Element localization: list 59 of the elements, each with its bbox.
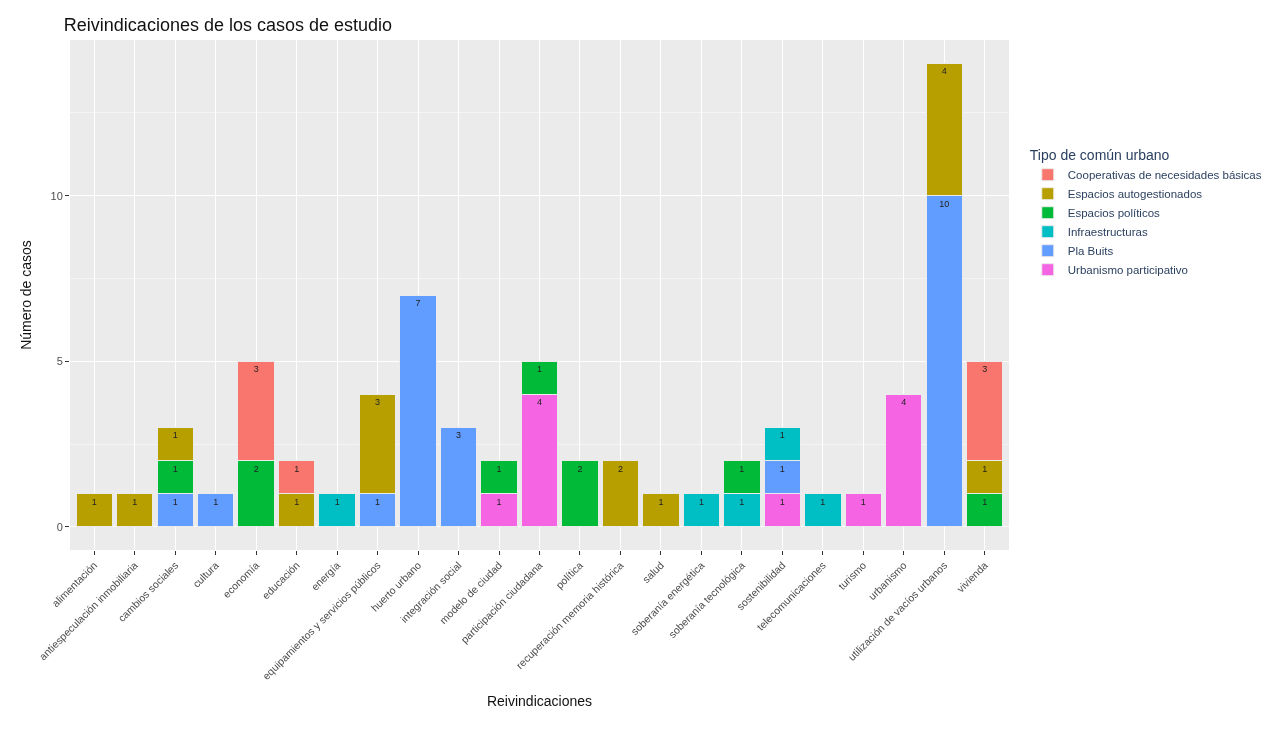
bar	[196, 493, 235, 528]
data-label: 1	[860, 496, 866, 507]
chart-title: Reivindicaciones de los casos de estudio	[63, 15, 393, 36]
bar	[318, 493, 356, 528]
legend-label: Cooperativas de necesidades básicas	[1067, 169, 1262, 182]
data-label: 2	[253, 463, 259, 474]
data-label: 1	[294, 463, 300, 474]
bar	[116, 493, 154, 528]
data-label: 2	[577, 463, 583, 474]
data-label: 1	[658, 496, 664, 507]
data-label: 3	[456, 430, 462, 441]
data-label: 1	[375, 496, 381, 507]
data-label: 1	[779, 463, 785, 474]
data-label: 1	[982, 496, 988, 507]
data-label: 7	[415, 298, 421, 308]
y-tick-label: 10	[50, 189, 63, 202]
y-axis-title: Número de casos	[18, 240, 35, 350]
bar	[804, 493, 842, 528]
bar	[844, 493, 883, 528]
data-label: 1	[213, 496, 219, 507]
data-label: 3	[982, 364, 988, 375]
bar	[642, 493, 680, 528]
data-label: 10	[939, 198, 950, 209]
data-label: 3	[253, 364, 259, 375]
legend-label: Espacios políticos	[1067, 207, 1161, 220]
data-label: 1	[779, 496, 785, 507]
legend-label: Pla Buits	[1067, 245, 1114, 258]
legend-label: Espacios autogestionados	[1067, 188, 1203, 201]
data-label: 4	[536, 397, 543, 408]
bar	[682, 493, 721, 528]
data-label: 1	[496, 496, 502, 507]
legend-title: Tipo de común urbano	[1029, 147, 1170, 164]
data-label: 1	[172, 430, 178, 441]
data-label: 3	[375, 397, 381, 408]
data-label: 4	[901, 397, 907, 408]
data-label: 1	[982, 463, 988, 474]
data-label: 1	[698, 496, 704, 507]
data-label: 1	[536, 364, 543, 375]
legend-label: Infraestructuras	[1067, 226, 1148, 239]
data-label: 1	[91, 496, 97, 507]
data-label: 1	[334, 496, 340, 507]
data-label: 2	[617, 463, 623, 474]
data-label: 1	[739, 463, 745, 474]
data-label: 1	[132, 496, 138, 507]
data-label: 1	[496, 463, 502, 474]
data-label: 1	[820, 496, 826, 507]
data-label: 1	[779, 430, 785, 441]
bar	[561, 460, 599, 528]
y-tick-label: 5	[56, 355, 63, 368]
data-label: 4	[941, 66, 947, 77]
data-label: 1	[172, 496, 178, 507]
data-label: 1	[739, 496, 745, 507]
x-axis-title: Reivindicaciones	[486, 693, 593, 710]
data-label: 1	[172, 463, 178, 474]
bar	[601, 460, 640, 528]
data-label: 1	[294, 496, 300, 507]
y-tick-label: 0	[56, 520, 63, 533]
legend-label: Urbanismo participativo	[1067, 264, 1188, 277]
bar	[75, 493, 113, 528]
